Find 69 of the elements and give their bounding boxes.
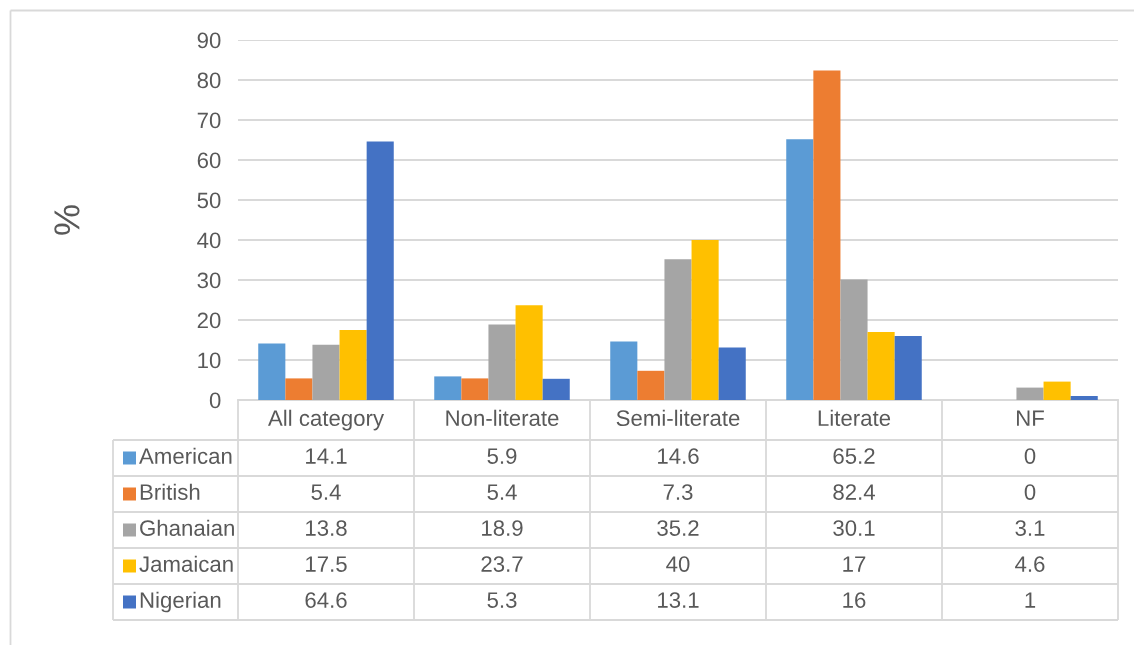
bar bbox=[1043, 381, 1071, 400]
legend-label: American bbox=[139, 447, 232, 464]
bar bbox=[894, 336, 922, 400]
bar bbox=[366, 141, 394, 400]
data-label: 17 bbox=[843, 556, 866, 572]
x-tick-label: Literate bbox=[818, 409, 891, 427]
data-label: 82.4 bbox=[833, 484, 875, 500]
bar bbox=[312, 344, 340, 400]
y-tick-label: 80 bbox=[197, 72, 221, 89]
data-label: 16 bbox=[843, 592, 866, 608]
data-label: 14.6 bbox=[658, 448, 699, 464]
data-label: 5.9 bbox=[487, 448, 517, 464]
y-tick-label: 0 bbox=[209, 392, 221, 409]
y-tick-label: 20 bbox=[197, 312, 221, 329]
data-label: 3.1 bbox=[1015, 520, 1045, 536]
bar bbox=[867, 332, 895, 400]
legend-label: British bbox=[140, 483, 200, 500]
bar bbox=[339, 330, 367, 400]
bar bbox=[786, 139, 814, 400]
data-label: 35.2 bbox=[657, 520, 699, 536]
data-label: 0 bbox=[1024, 484, 1036, 500]
data-label: 13.1 bbox=[658, 592, 699, 608]
y-tick-label: 70 bbox=[197, 112, 221, 129]
data-label: 64.6 bbox=[305, 592, 347, 608]
data-label: 7.3 bbox=[663, 484, 693, 500]
data-label: 5.4 bbox=[311, 484, 341, 500]
bar bbox=[637, 370, 665, 400]
bar bbox=[258, 343, 286, 400]
bar bbox=[434, 376, 462, 400]
data-label: 14.1 bbox=[306, 448, 347, 464]
bar bbox=[691, 240, 719, 400]
data-label: 18.9 bbox=[482, 520, 523, 536]
bar bbox=[515, 305, 543, 400]
y-tick-label: 10 bbox=[198, 352, 221, 369]
data-label: 40 bbox=[666, 556, 690, 572]
data-label: 5.3 bbox=[487, 592, 517, 608]
bar bbox=[664, 259, 692, 400]
data-label: 5.4 bbox=[487, 484, 517, 500]
bar bbox=[840, 279, 868, 400]
legend-label: Jamaican bbox=[139, 555, 233, 572]
bar bbox=[1016, 387, 1044, 400]
data-label: 13.8 bbox=[306, 520, 347, 536]
bar bbox=[461, 378, 489, 400]
y-axis-title: % bbox=[54, 205, 80, 235]
data-label: 4.6 bbox=[1015, 556, 1045, 572]
y-tick-label: 50 bbox=[197, 192, 221, 209]
y-tick-label: 90 bbox=[197, 32, 221, 49]
bar bbox=[488, 324, 516, 400]
bar bbox=[718, 347, 746, 400]
data-label: 0 bbox=[1024, 448, 1036, 464]
legend-label: Nigerian bbox=[140, 591, 221, 613]
bar bbox=[542, 378, 570, 400]
bar bbox=[813, 70, 841, 400]
bar bbox=[610, 341, 638, 400]
bar bbox=[1070, 396, 1098, 400]
data-label: 23.7 bbox=[481, 556, 523, 572]
x-tick-label: All category bbox=[268, 409, 385, 431]
data-label: 65.2 bbox=[833, 448, 875, 464]
data-label: 1 bbox=[1025, 592, 1036, 608]
y-tick-label: 40 bbox=[197, 232, 221, 249]
x-tick-label: Semi-literate bbox=[616, 409, 740, 427]
y-tick-label: 60 bbox=[197, 152, 221, 169]
data-label: 17.5 bbox=[306, 556, 347, 572]
x-tick-label: NF bbox=[1017, 410, 1044, 426]
bar bbox=[285, 378, 313, 400]
data-label: 30.1 bbox=[833, 520, 875, 536]
y-tick-label: 30 bbox=[197, 272, 221, 289]
x-tick-label: Non-literate bbox=[446, 409, 559, 427]
legend-label: Ghanaian bbox=[140, 519, 234, 536]
